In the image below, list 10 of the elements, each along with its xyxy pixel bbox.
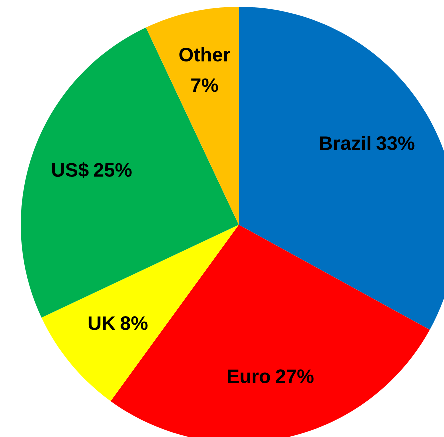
data-label: 8% — [120, 316, 148, 330]
data-label: 27% — [276, 370, 314, 384]
data-label: 33% — [376, 136, 415, 150]
slice-label: Other — [180, 47, 230, 62]
slice-label: Brazil — [320, 136, 371, 150]
slice-label: Euro — [228, 370, 270, 384]
slice-label: US$ — [52, 162, 89, 178]
data-label: 7% — [192, 78, 218, 92]
slice-label: UK — [88, 316, 116, 330]
data-label: 25% — [94, 163, 132, 178]
